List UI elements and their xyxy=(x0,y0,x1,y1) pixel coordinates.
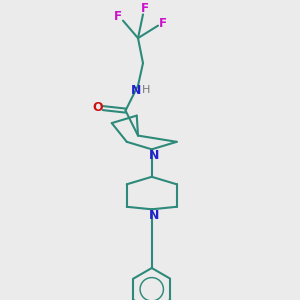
Text: N: N xyxy=(131,84,141,97)
Text: F: F xyxy=(141,2,149,15)
Text: O: O xyxy=(93,100,103,114)
Text: F: F xyxy=(159,17,167,30)
Text: H: H xyxy=(142,85,150,94)
Text: F: F xyxy=(114,10,122,23)
Text: N: N xyxy=(148,209,159,222)
Text: N: N xyxy=(148,149,159,162)
